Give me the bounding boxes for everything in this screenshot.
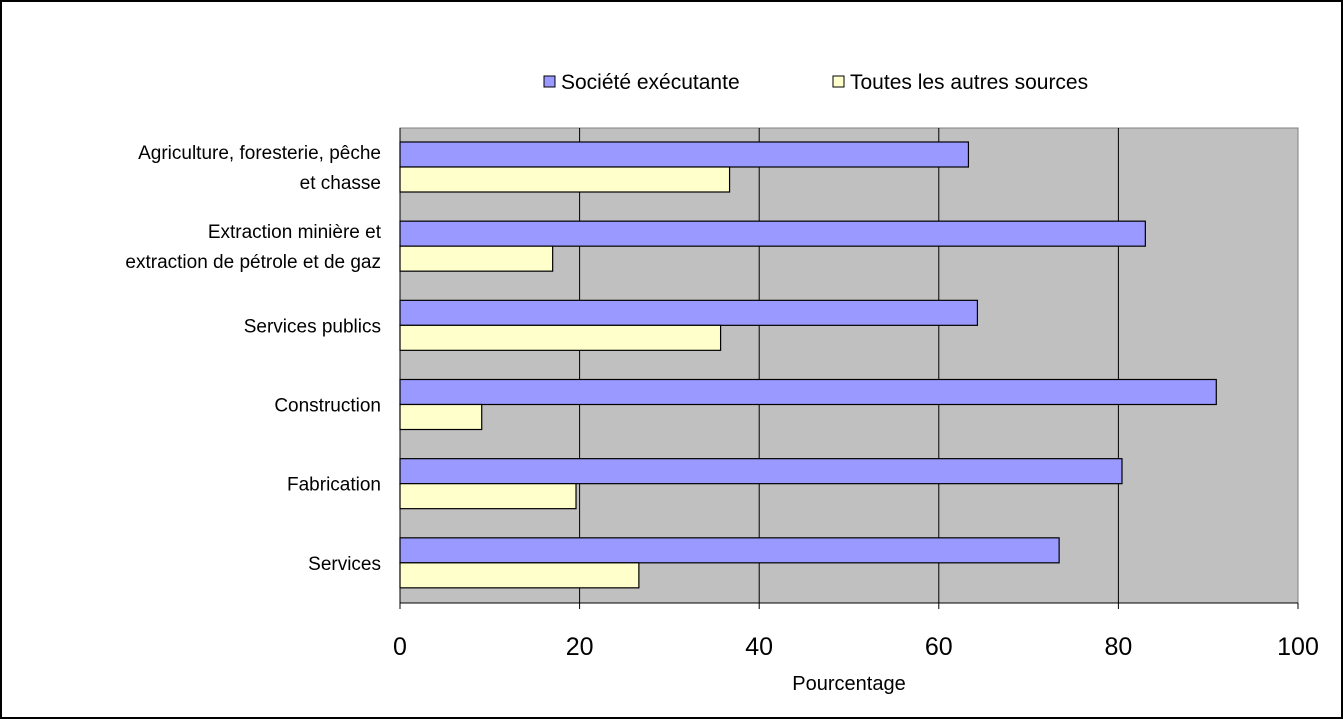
bar-societe-4 — [399, 458, 1123, 485]
bar-autres-3 — [399, 403, 483, 431]
x-axis-title: Pourcentage — [792, 673, 905, 695]
bar-autres-1 — [399, 245, 554, 272]
bar-societe-0 — [399, 141, 970, 168]
x-tick-label: 20 — [566, 633, 594, 661]
x-tick-label: 0 — [393, 633, 407, 661]
bar-societe-1 — [399, 220, 1146, 247]
bar-autres-4 — [399, 483, 577, 510]
bar-autres-2 — [399, 324, 722, 351]
category-label: Fabrication — [287, 475, 381, 496]
category-label: Services publics — [244, 316, 381, 337]
bar-societe-5 — [399, 537, 1060, 564]
category-label: Construction — [274, 396, 381, 417]
category-label: et chasse — [300, 173, 381, 194]
category-label: Extraction minière et — [208, 222, 382, 243]
category-label: Services — [308, 554, 381, 575]
x-tick-label: 40 — [745, 633, 773, 661]
bar-societe-3 — [399, 378, 1217, 406]
legend-swatch-autres — [832, 75, 845, 88]
legend-label: Société exécutante — [561, 71, 740, 94]
category-label: extraction de pétrole et de gaz — [125, 252, 381, 273]
x-tick-label: 80 — [1104, 633, 1132, 661]
legend-label: Toutes les autres sources — [850, 71, 1088, 94]
category-label: Agriculture, foresterie, pêche — [138, 143, 381, 164]
legend-swatch-societe — [543, 75, 556, 88]
bar-autres-0 — [399, 166, 731, 193]
plot-area — [399, 127, 1299, 604]
bar-societe-2 — [399, 299, 979, 326]
x-tick-label: 100 — [1277, 633, 1319, 661]
bar-autres-5 — [399, 562, 640, 589]
x-tick-label: 60 — [925, 633, 953, 661]
